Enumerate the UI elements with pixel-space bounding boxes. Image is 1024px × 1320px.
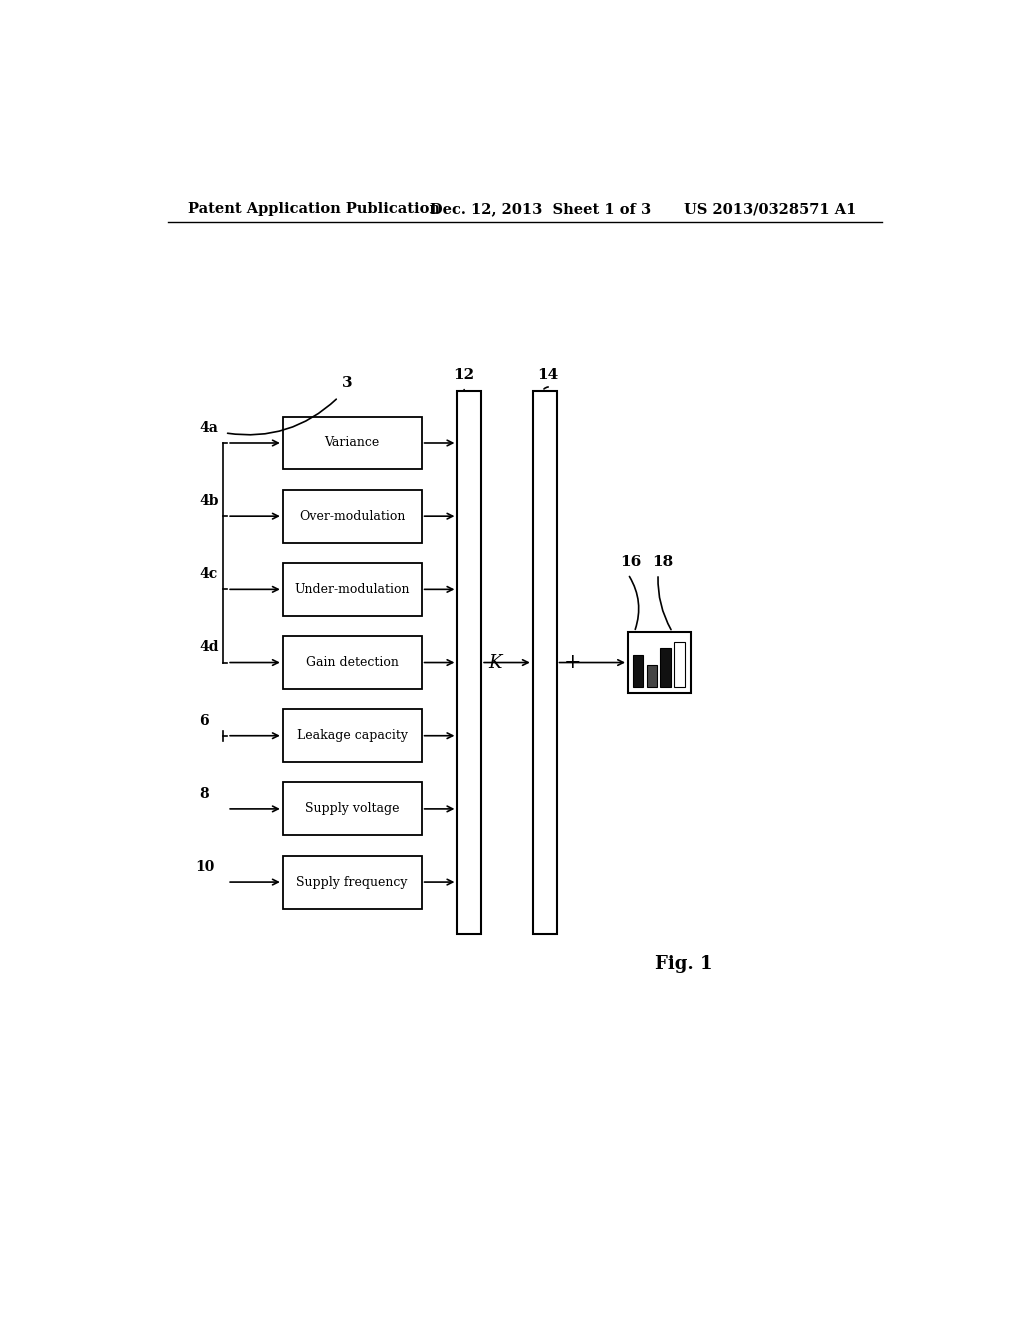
Bar bbox=[283, 855, 422, 908]
Text: US 2013/0328571 A1: US 2013/0328571 A1 bbox=[684, 202, 856, 216]
Text: 18: 18 bbox=[652, 554, 673, 569]
Text: Fig. 1: Fig. 1 bbox=[654, 956, 713, 973]
Text: 10: 10 bbox=[196, 859, 215, 874]
Text: 8: 8 bbox=[200, 787, 209, 801]
Text: 16: 16 bbox=[620, 554, 641, 569]
Bar bbox=[283, 783, 422, 836]
Bar bbox=[283, 709, 422, 762]
Bar bbox=[633, 655, 643, 686]
Text: Leakage capacity: Leakage capacity bbox=[297, 729, 408, 742]
Bar bbox=[628, 632, 691, 693]
Bar bbox=[283, 490, 422, 543]
Text: Gain detection: Gain detection bbox=[306, 656, 398, 669]
Text: Supply frequency: Supply frequency bbox=[296, 875, 408, 888]
Text: Under-modulation: Under-modulation bbox=[295, 583, 410, 595]
Text: 12: 12 bbox=[454, 368, 474, 381]
Text: Over-modulation: Over-modulation bbox=[299, 510, 406, 523]
Bar bbox=[283, 417, 422, 470]
Bar bbox=[283, 562, 422, 616]
Text: Dec. 12, 2013  Sheet 1 of 3: Dec. 12, 2013 Sheet 1 of 3 bbox=[430, 202, 650, 216]
Bar bbox=[674, 642, 685, 686]
Text: 14: 14 bbox=[537, 368, 558, 381]
Bar bbox=[283, 636, 422, 689]
Bar bbox=[646, 665, 657, 686]
Text: 3: 3 bbox=[342, 376, 353, 391]
Bar bbox=[458, 391, 481, 935]
Text: 4d: 4d bbox=[200, 640, 219, 655]
Text: Supply voltage: Supply voltage bbox=[305, 803, 399, 816]
Text: 4c: 4c bbox=[200, 568, 218, 581]
Text: Patent Application Publication: Patent Application Publication bbox=[187, 202, 439, 216]
Bar bbox=[532, 391, 557, 935]
Text: 4a: 4a bbox=[200, 421, 218, 434]
Text: Variance: Variance bbox=[325, 437, 380, 450]
Text: 6: 6 bbox=[200, 714, 209, 727]
Bar bbox=[660, 648, 671, 686]
Text: K: K bbox=[487, 653, 502, 672]
Text: +: + bbox=[563, 653, 582, 672]
Text: 4b: 4b bbox=[200, 494, 219, 508]
